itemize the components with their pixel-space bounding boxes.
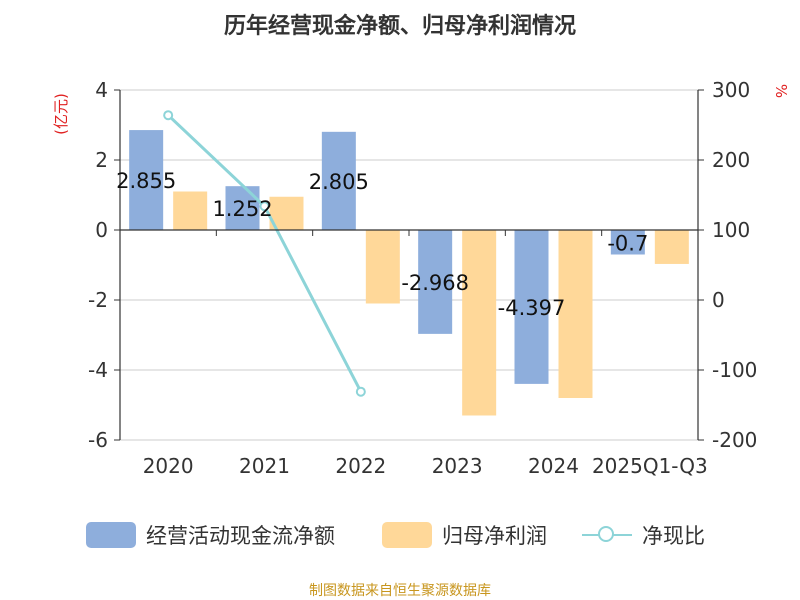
grid-lines: [120, 89, 698, 441]
left-axis-tick-label: -6: [88, 428, 108, 452]
legend-item-ratio[interactable]: 净现比: [582, 517, 705, 553]
left-axis-tick-label: 2: [95, 148, 108, 172]
legend-swatch-cashflow: [86, 522, 136, 548]
cashflow-data-label: 2.855: [116, 169, 176, 193]
bar-netprofit: [654, 230, 689, 264]
right-axis-tick-label: 300: [712, 78, 750, 102]
source-note: 制图数据来自恒生聚源数据库: [309, 583, 491, 599]
right-axis-title: %: [772, 84, 790, 98]
ratio-point: [259, 201, 270, 212]
right-axis-tick-label: 200: [712, 148, 750, 172]
ratio-line-series: [163, 110, 366, 397]
x-axis-category-label: 2024: [528, 454, 579, 478]
bar-cashflow: [610, 230, 645, 255]
right-axis-tick-label: -200: [712, 428, 757, 452]
left-axis-tick-label: 4: [95, 78, 108, 102]
cashflow-data-label: -4.397: [498, 296, 566, 320]
bar-series: [129, 130, 689, 416]
x-axis-category-label: 2025Q1-Q3: [592, 454, 708, 478]
chart-title: 历年经营现金净额、归母净利润情况: [223, 14, 576, 39]
bar-cashflow: [129, 130, 164, 230]
ratio-point: [163, 110, 174, 121]
left-axis-title: (亿元): [52, 93, 70, 135]
legend-marker-ratio: [582, 522, 632, 548]
bar-cashflow: [225, 186, 260, 230]
left-axis-tick-label: -4: [88, 358, 108, 382]
bar-cashflow: [418, 230, 453, 334]
left-axis-tick-label: -2: [88, 288, 108, 312]
left-axis-tick-label: 0: [95, 218, 108, 242]
data-labels: 2.855 1.252 2.805 -2.968 -4.397 -0.7: [116, 169, 648, 320]
x-axis-category-label: 2021: [239, 454, 290, 478]
legend-label-netprofit: 归母净利润: [442, 524, 547, 548]
bar-netprofit: [365, 230, 400, 304]
bar-cashflow: [321, 131, 356, 230]
ratio-point: [355, 386, 366, 397]
cashflow-data-label: -2.968: [401, 271, 469, 295]
right-axis-tick-label: 100: [712, 218, 750, 242]
legend-item-netprofit[interactable]: 归母净利润: [382, 517, 547, 553]
bar-cashflow: [514, 230, 549, 384]
cashflow-data-label: -0.7: [607, 231, 648, 255]
bar-netprofit: [462, 230, 497, 416]
x-axis-category-label: 2023: [432, 454, 483, 478]
axes: 4 2 0 -2 -4 -6 300 200 100 0 -100 -200 2020 2021 2022 2…: [52, 78, 790, 478]
cashflow-data-label: 1.252: [212, 197, 272, 221]
legend-swatch-netprofit: [382, 522, 432, 548]
legend-item-cashflow[interactable]: 经营活动现金流净额: [86, 517, 335, 553]
bar-netprofit: [558, 230, 593, 398]
x-axis-category-label: 2022: [335, 454, 386, 478]
legend-label-cashflow: 经营活动现金流净额: [146, 524, 335, 548]
right-axis-tick-label: 0: [712, 288, 725, 312]
legend-label-ratio: 净现比: [642, 524, 705, 548]
cashflow-data-label: 2.805: [309, 170, 369, 194]
right-axis-tick-label: -100: [712, 358, 757, 382]
x-axis-category-label: 2020: [143, 454, 194, 478]
bar-netprofit: [173, 191, 208, 230]
